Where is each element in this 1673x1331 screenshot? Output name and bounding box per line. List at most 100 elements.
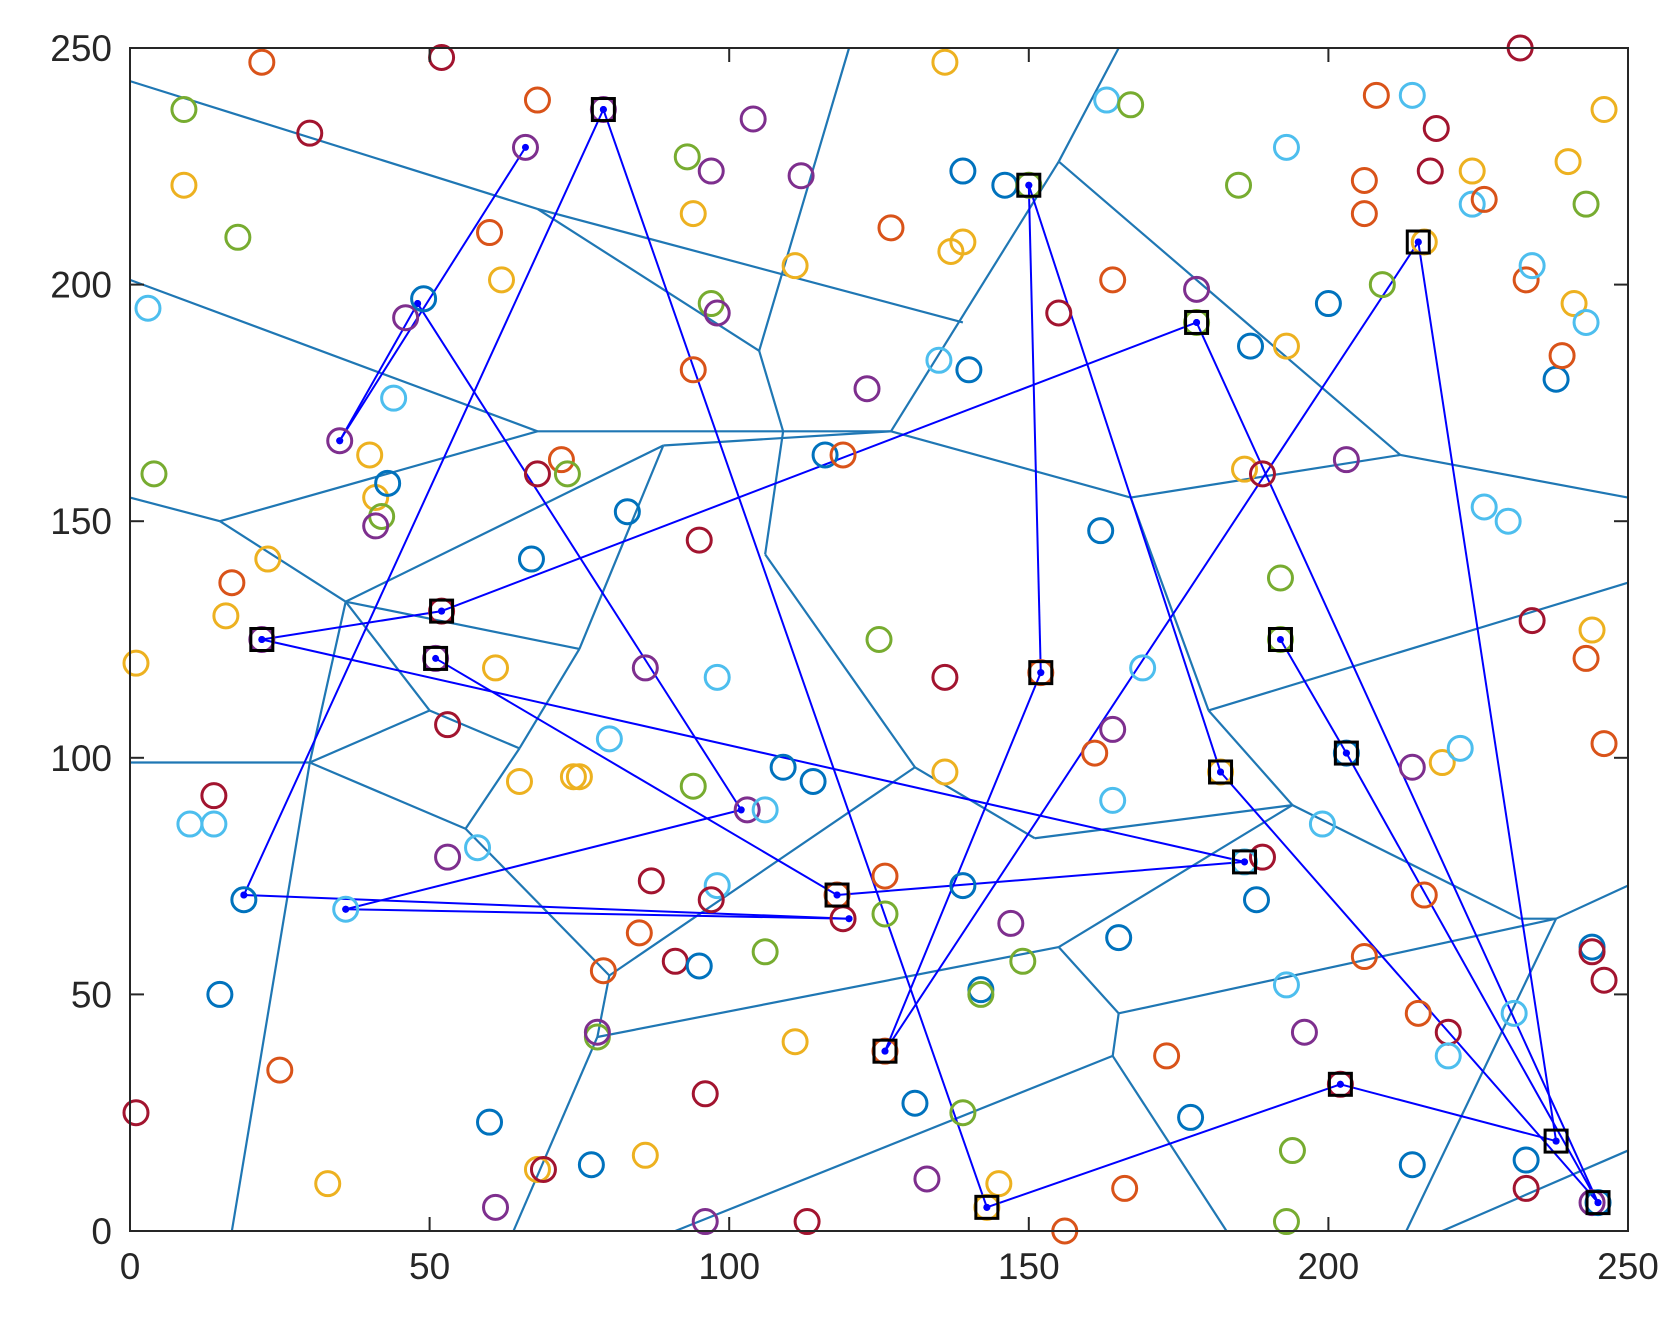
sensor-node-51 <box>529 1155 557 1183</box>
voronoi-edge-26 <box>597 946 1059 1039</box>
sensor-node-150 <box>1290 1018 1318 1046</box>
voronoi-edge-27 <box>1058 804 1294 949</box>
sensor-node-46 <box>553 460 581 488</box>
voronoi-edge-0 <box>129 80 538 210</box>
voronoi-edge-6 <box>764 431 785 555</box>
voronoi-edge-29 <box>1118 917 1557 1015</box>
x-tick-label-250: 250 <box>1597 1246 1659 1287</box>
voronoi-edge-51 <box>429 709 520 750</box>
sensor-node-37 <box>482 1193 510 1221</box>
route-vertex-8-0 <box>983 1203 991 1211</box>
cluster-head-16 <box>1543 1128 1569 1154</box>
sensor-node-105 <box>949 228 977 256</box>
voronoi-edge-19 <box>1405 918 1558 1232</box>
sensor-node-95 <box>871 900 899 928</box>
voronoi-edge-15 <box>1207 709 1294 806</box>
sensor-node-151 <box>1314 290 1342 318</box>
sensor-node-8 <box>122 649 150 677</box>
plot-background <box>130 48 1628 1231</box>
sensor-node-65 <box>679 200 707 228</box>
sensor-node-17 <box>206 980 234 1008</box>
sensor-node-28 <box>380 384 408 412</box>
sensor-node-166 <box>1410 881 1438 909</box>
route-segment-2 <box>416 302 743 811</box>
y-tick-label-50: 50 <box>71 974 112 1015</box>
sensor-node-164 <box>1404 999 1432 1027</box>
voronoi-edge-39 <box>345 444 664 603</box>
x-tick-label-150: 150 <box>998 1246 1060 1287</box>
sensor-node-140 <box>1242 886 1270 914</box>
sensor-node-147 <box>1272 971 1300 999</box>
voronoi-edge-41 <box>345 600 580 651</box>
sensor-node-167 <box>1416 157 1444 185</box>
voronoi-edge-25 <box>512 1036 599 1232</box>
route-vertex-6-0 <box>240 891 248 899</box>
y-tick-label-250: 250 <box>50 28 112 69</box>
route-vertex-17-1 <box>1276 636 1284 643</box>
voronoi-edge-23 <box>608 766 916 977</box>
sensor-node-194 <box>1578 938 1606 966</box>
sensor-node-132 <box>1177 1103 1205 1131</box>
x-tick-label-200: 200 <box>1298 1246 1360 1287</box>
sensor-node-103 <box>931 758 959 786</box>
voronoi-edge-46 <box>309 761 466 830</box>
sensor-node-20 <box>314 1170 342 1198</box>
cluster-head-14 <box>974 1194 1000 1220</box>
cluster-head-7 <box>1028 660 1054 686</box>
sensor-node-93 <box>865 626 893 653</box>
sensor-node-66 <box>679 356 707 384</box>
sensor-node-98 <box>901 1089 929 1117</box>
route-vertex-23-0 <box>833 891 841 899</box>
cluster-head-11 <box>1232 849 1258 875</box>
sensor-node-11 <box>254 545 282 573</box>
voronoi-edge-8 <box>1057 47 1120 163</box>
route-segment-8 <box>986 1083 1341 1209</box>
cluster-head-17 <box>1585 1190 1611 1216</box>
sensor-node-5 <box>296 119 324 147</box>
sensor-node-15 <box>200 810 228 838</box>
sensor-node-77 <box>697 886 725 914</box>
sensor-node-86 <box>799 767 827 795</box>
sensor-node-197 <box>1590 966 1618 994</box>
cluster-head-2 <box>1405 229 1431 255</box>
sensor-node-7 <box>140 460 168 488</box>
sensor-node-145 <box>1272 332 1300 360</box>
sensor-node-131 <box>1153 1042 1181 1070</box>
sensor-node-137 <box>1231 455 1259 483</box>
sensor-node-130 <box>1129 654 1157 682</box>
sensor-node-129 <box>1117 91 1145 119</box>
sensor-node-191 <box>1578 616 1606 644</box>
sensor-node-162 <box>1398 753 1426 781</box>
route-segment-23 <box>435 657 838 896</box>
sensor-node-152 <box>1308 810 1336 838</box>
voronoi-edge-24 <box>596 975 611 1038</box>
cluster-head-6 <box>423 645 449 671</box>
sensor-node-136 <box>1225 171 1253 199</box>
sensor-node-102 <box>931 663 959 691</box>
route-vertex-10-0 <box>1552 1137 1560 1145</box>
sensor-node-177 <box>1494 507 1522 535</box>
sensor-node-39 <box>488 266 516 294</box>
sensor-node-35 <box>464 834 492 862</box>
sensor-node-106 <box>949 157 977 185</box>
sensor-node-183 <box>1512 1146 1540 1174</box>
cluster-head-1 <box>1016 172 1042 198</box>
sensor-node-92 <box>853 375 881 403</box>
sensor-node-195 <box>1590 96 1618 124</box>
sensor-node-178 <box>1500 999 1528 1027</box>
plot-frame <box>129 47 1629 1232</box>
sensor-node-173 <box>1458 157 1486 185</box>
sensor-node-33 <box>434 711 462 739</box>
sensor-node-79 <box>751 796 779 824</box>
route-vertex-23-1 <box>432 654 440 662</box>
voronoi-edge-12 <box>1400 453 1629 499</box>
sensor-node-180 <box>1512 266 1540 294</box>
cluster-head-5 <box>249 627 275 652</box>
route-segment-5 <box>243 894 850 920</box>
sensor-node-181 <box>1518 252 1546 280</box>
cluster-head-8 <box>1267 627 1293 652</box>
route-vertex-5-1 <box>845 915 853 923</box>
sensor-node-67 <box>685 526 713 554</box>
route-vertex-17-0 <box>1342 749 1350 757</box>
sensor-node-29 <box>392 304 420 332</box>
